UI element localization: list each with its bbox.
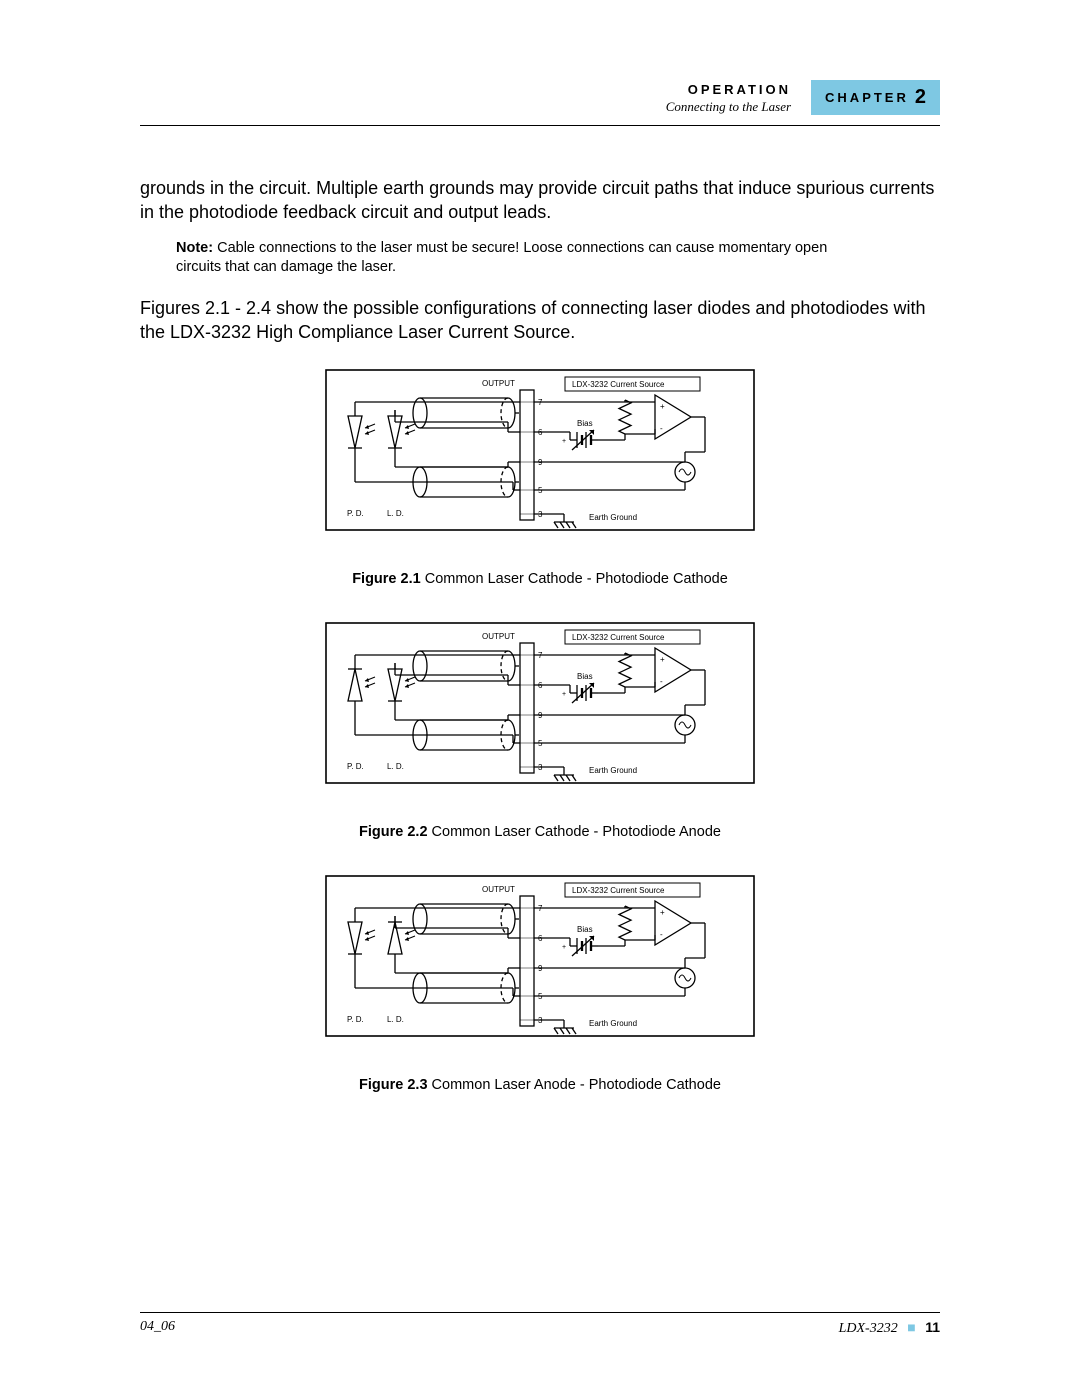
- footer-page: 11: [925, 1319, 940, 1335]
- caption-text: Common Laser Anode - Photodiode Cathode: [428, 1077, 721, 1093]
- svg-text:+: +: [660, 655, 665, 664]
- figure-caption: Figure 2.3 Common Laser Anode - Photodio…: [140, 1077, 940, 1093]
- svg-text:-: -: [660, 930, 663, 939]
- svg-text:P. D.: P. D.: [347, 509, 364, 518]
- footer-right: LDX-3232 ■ 11: [839, 1319, 940, 1337]
- paragraph-1: grounds in the circuit. Multiple earth g…: [140, 176, 940, 225]
- footer-model: LDX-3232: [839, 1321, 898, 1336]
- svg-text:LDX-3232 Current Source: LDX-3232 Current Source: [572, 380, 665, 389]
- note-label: Note:: [176, 240, 213, 256]
- header-subtitle: Connecting to the Laser: [666, 99, 791, 115]
- footer-rule: [140, 1312, 940, 1313]
- svg-text:P. D.: P. D.: [347, 1015, 364, 1024]
- figure-block: LDX-3232 Current Source OUTPUT 76953: [140, 615, 940, 840]
- svg-text:Earth Ground: Earth Ground: [589, 513, 637, 522]
- operation-label: OPERATION: [666, 82, 791, 97]
- footer-square-icon: ■: [907, 1321, 915, 1336]
- chapter-number: 2: [915, 86, 926, 109]
- page-footer: 04_06 LDX-3232 ■ 11: [140, 1304, 940, 1337]
- figure-caption: Figure 2.1 Common Laser Cathode - Photod…: [140, 571, 940, 587]
- footer-row: 04_06 LDX-3232 ■ 11: [140, 1319, 940, 1337]
- svg-text:L. D.: L. D.: [387, 762, 404, 771]
- footer-left: 04_06: [140, 1319, 175, 1337]
- svg-text:Earth Ground: Earth Ground: [589, 1019, 637, 1028]
- svg-text:L. D.: L. D.: [387, 1015, 404, 1024]
- svg-text:-: -: [660, 424, 663, 433]
- svg-text:+: +: [562, 944, 566, 951]
- page: OPERATION Connecting to the Laser CHAPTE…: [0, 0, 1080, 1397]
- caption-label: Figure 2.2: [359, 824, 428, 840]
- svg-text:+: +: [562, 691, 566, 698]
- note-block: Note: Cable connections to the laser mus…: [176, 239, 836, 278]
- svg-text:Bias: Bias: [577, 925, 593, 934]
- header-text-block: OPERATION Connecting to the Laser: [666, 80, 811, 115]
- svg-text:+: +: [562, 438, 566, 445]
- figure-caption: Figure 2.2 Common Laser Cathode - Photod…: [140, 824, 940, 840]
- circuit-diagram: LDX-3232 Current Source OUTPUT 76953: [325, 615, 755, 805]
- svg-text:OUTPUT: OUTPUT: [482, 885, 515, 894]
- circuit-diagram: LDX-3232 Current Source OUTPUT 76953: [325, 362, 755, 552]
- page-header: OPERATION Connecting to the Laser CHAPTE…: [140, 80, 940, 115]
- svg-text:+: +: [660, 402, 665, 411]
- caption-label: Figure 2.3: [359, 1077, 428, 1093]
- svg-text:OUTPUT: OUTPUT: [482, 632, 515, 641]
- caption-text: Common Laser Cathode - Photodiode Anode: [428, 824, 721, 840]
- note-text: Cable connections to the laser must be s…: [176, 240, 827, 276]
- svg-text:+: +: [660, 908, 665, 917]
- svg-text:L. D.: L. D.: [387, 509, 404, 518]
- svg-text:-: -: [660, 677, 663, 686]
- figure-block: LDX-3232 Current Source OUTPUT 76953: [140, 362, 940, 587]
- header-rule: [140, 125, 940, 126]
- paragraph-2: Figures 2.1 - 2.4 show the possible conf…: [140, 296, 940, 345]
- svg-text:Earth Ground: Earth Ground: [589, 766, 637, 775]
- chapter-badge: CHAPTER 2: [811, 80, 940, 115]
- caption-label: Figure 2.1: [352, 571, 421, 587]
- figure-block: LDX-3232 Current Source OUTPUT 76953: [140, 868, 940, 1093]
- svg-text:P. D.: P. D.: [347, 762, 364, 771]
- svg-text:LDX-3232 Current Source: LDX-3232 Current Source: [572, 886, 665, 895]
- caption-text: Common Laser Cathode - Photodiode Cathod…: [421, 571, 728, 587]
- svg-text:Bias: Bias: [577, 419, 593, 428]
- chapter-label: CHAPTER: [825, 90, 909, 105]
- svg-text:Bias: Bias: [577, 672, 593, 681]
- circuit-diagram: LDX-3232 Current Source OUTPUT 76953: [325, 868, 755, 1058]
- figures-container: LDX-3232 Current Source OUTPUT 76953: [140, 362, 940, 1093]
- svg-text:OUTPUT: OUTPUT: [482, 379, 515, 388]
- svg-text:LDX-3232 Current Source: LDX-3232 Current Source: [572, 633, 665, 642]
